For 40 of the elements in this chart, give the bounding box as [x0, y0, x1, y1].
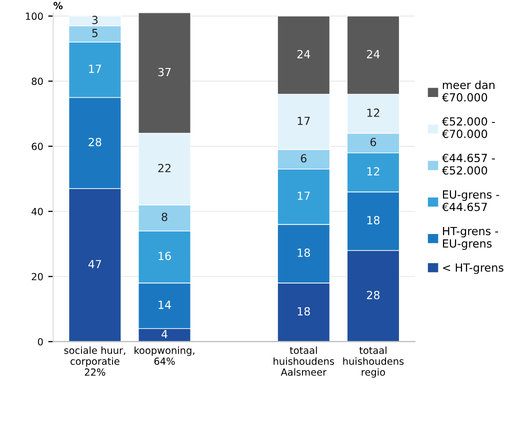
data-label: 4: [162, 330, 168, 338]
y-tick-label: 100: [26, 12, 43, 20]
x-tick-label: totaal huishoudens regio: [343, 346, 404, 378]
data-label: 18: [298, 307, 310, 316]
legend-label: meer dan €70.000: [442, 80, 494, 102]
data-label: 17: [89, 64, 102, 73]
legend-label: €52.000 - €70.000: [442, 117, 495, 138]
data-label: 24: [297, 50, 310, 58]
data-label: 37: [158, 68, 171, 76]
data-label: 14: [158, 300, 171, 309]
y-tick-label: 80: [32, 78, 43, 86]
data-label: 17: [298, 116, 310, 125]
data-label: 28: [88, 138, 102, 146]
data-label: 12: [367, 108, 380, 117]
data-label: 8: [162, 212, 168, 222]
data-label: 47: [88, 260, 102, 268]
legend-label: < HT-grens: [443, 263, 504, 274]
data-label: 17: [298, 192, 310, 200]
data-label: 6: [300, 154, 306, 163]
data-label: 28: [366, 290, 380, 300]
data-label: 3: [92, 16, 98, 24]
y-tick-label: 60: [32, 142, 43, 150]
data-label: 5: [92, 28, 98, 38]
x-tick-label: koopwoning, 64%: [134, 346, 194, 365]
data-label: 22: [158, 164, 170, 172]
data-label: 18: [298, 248, 310, 257]
y-tick-label: 20: [32, 272, 43, 280]
legend-label: EU-grens - €44.657: [442, 190, 500, 212]
data-label: 16: [158, 252, 171, 260]
data-label: 6: [370, 138, 376, 146]
y-axis-title: %: [54, 2, 63, 10]
data-label: 24: [366, 50, 380, 58]
y-tick-label: 0: [38, 338, 43, 346]
y-tick-label: 40: [32, 208, 43, 216]
data-label: 12: [367, 167, 380, 176]
x-tick-label: totaal huishoudens Aalsmeer: [274, 346, 334, 376]
legend-label: HT-grens - EU-grens: [443, 226, 498, 250]
legend-label: €44.657 - €52.000: [442, 154, 495, 175]
x-tick-label: sociale huur, corporatie 22%: [64, 346, 126, 376]
data-label: 18: [367, 216, 380, 224]
